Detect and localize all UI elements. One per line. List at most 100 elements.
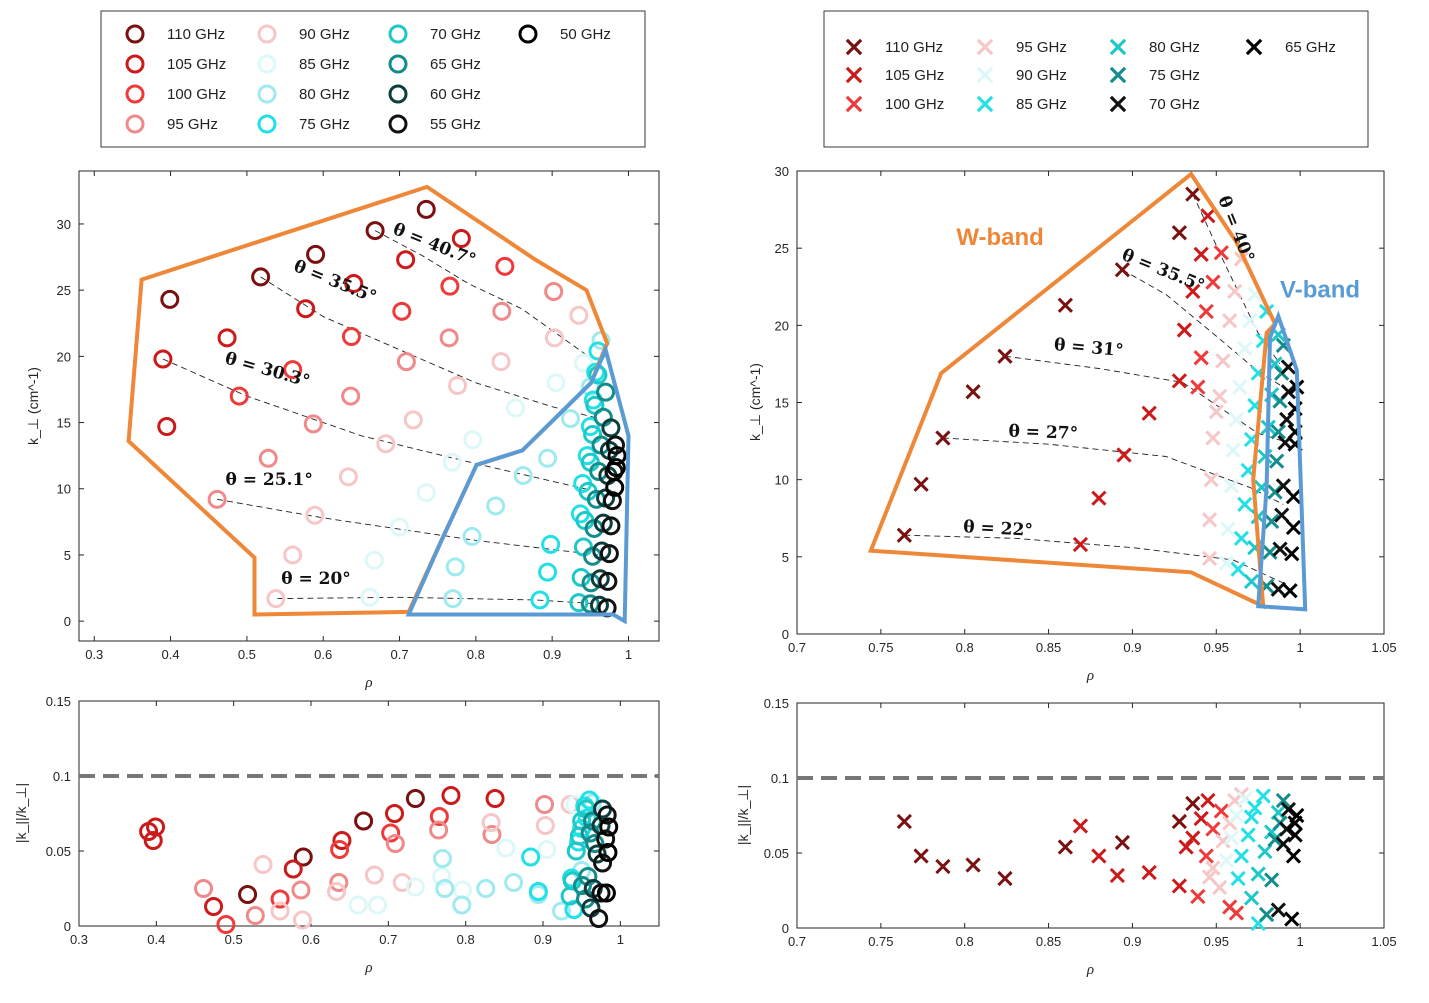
legend-marker-circle: [518, 24, 538, 44]
x-marker-stroke: [845, 95, 863, 113]
x-marker-stroke: [1201, 512, 1218, 528]
x-marker-stroke: [1171, 225, 1188, 241]
x-marker-stroke: [1270, 902, 1286, 918]
x-marker-stroke: [1258, 303, 1275, 320]
data-point-circle: [538, 448, 558, 468]
y-tick-label: 15: [57, 416, 71, 431]
data-point-circle: [381, 823, 401, 843]
x-marker-stroke: [1185, 186, 1201, 202]
y-axis-label: |k_||/k_⊥|: [13, 783, 29, 843]
data-point-circle: [544, 328, 564, 348]
axes-box: [78, 170, 660, 642]
data-point-circle: [194, 879, 214, 898]
data-point-circle: [596, 829, 616, 849]
data-point-circle: [354, 811, 374, 831]
data-point-circle: [528, 882, 548, 901]
x-tick-label: 0.3: [85, 647, 103, 662]
x-marker-stroke: [1279, 411, 1295, 428]
data-point-cross: [1198, 848, 1214, 864]
data-point-circle: [207, 489, 227, 509]
legend-marker-cross: [1109, 66, 1127, 84]
x-tick-label: 1.05: [1371, 640, 1396, 655]
legend-label: 90 GHz: [1016, 67, 1067, 84]
data-point-circle: [482, 825, 502, 844]
legend-label: 110 GHz: [167, 26, 225, 43]
data-point-circle: [416, 199, 436, 219]
legend-marker-cross: [976, 38, 994, 56]
data-point-cross: [1230, 561, 1246, 577]
x-marker-stroke: [845, 38, 863, 56]
data-point-circle: [153, 349, 173, 369]
y-tick-label: 0.05: [764, 846, 789, 861]
y-tick-label: 10: [57, 482, 71, 497]
band-label: V-band: [1280, 277, 1360, 304]
theta-label: θ = 22°: [963, 517, 1034, 541]
data-point-circle: [606, 458, 626, 478]
theta-guide-line: [277, 596, 598, 605]
data-point-cross: [1109, 867, 1125, 884]
legend-label: 105 GHz: [885, 67, 944, 84]
data-point-cross: [1270, 581, 1286, 597]
data-point-circle: [216, 915, 236, 934]
x-tick-label: 0.85: [1036, 640, 1061, 655]
x-marker-stroke: [1228, 905, 1245, 921]
data-point-circle: [348, 895, 368, 915]
legend-marker-cross: [976, 95, 994, 113]
data-point-cross: [913, 848, 929, 864]
data-point-circle: [441, 786, 461, 805]
data-point-circle: [283, 545, 303, 565]
data-point-circle: [204, 897, 224, 916]
data-point-circle: [605, 477, 625, 497]
x-tick-label: 0.75: [868, 640, 893, 655]
data-point-cross: [1275, 792, 1291, 809]
x-marker-stroke: [1215, 833, 1231, 849]
x-tick-label: 1: [1297, 640, 1304, 655]
data-point-cross: [1280, 384, 1297, 400]
legend-label: 90 GHz: [299, 26, 350, 43]
x-marker-stroke: [1114, 834, 1130, 851]
data-point-circle: [344, 274, 364, 294]
data-point-circle: [569, 593, 589, 613]
x-marker-stroke: [1243, 890, 1260, 906]
data-point-circle: [270, 889, 290, 909]
x-marker-stroke: [1237, 340, 1253, 357]
x-marker-stroke: [1245, 38, 1263, 56]
data-point-cross: [1240, 827, 1256, 843]
legend-marker-circle: [388, 84, 408, 104]
legend-label: 75 GHz: [1149, 67, 1200, 84]
axes-box: [796, 702, 1385, 929]
x-marker-stroke: [1201, 869, 1218, 885]
x-marker-stroke: [1237, 496, 1253, 512]
data-point-circle: [491, 352, 511, 372]
legend-marker-circle: [257, 24, 277, 44]
data-point-circle: [270, 901, 290, 921]
data-point-cross: [1171, 878, 1188, 894]
x-marker-stroke: [1200, 208, 1216, 224]
x-marker-stroke: [1109, 38, 1127, 56]
data-point-cross: [1223, 478, 1240, 494]
x-marker-stroke: [1233, 530, 1250, 546]
x-marker-stroke: [1228, 411, 1245, 428]
legend-label: 50 GHz: [560, 26, 611, 43]
data-point-cross: [1116, 447, 1132, 463]
data-point-circle: [452, 895, 472, 915]
legend-label: 80 GHz: [299, 86, 350, 103]
data-point-cross: [965, 857, 981, 873]
data-point-circle: [390, 517, 410, 537]
data-point-cross: [1270, 902, 1286, 918]
legend-marker-circle: [125, 84, 145, 104]
x-marker-stroke: [1205, 821, 1221, 837]
x-marker-stroke: [1270, 581, 1286, 597]
legend-label: 100 GHz: [885, 96, 944, 113]
x-marker-stroke: [965, 857, 981, 873]
x-marker-stroke: [1243, 431, 1260, 448]
x-marker-stroke: [1275, 792, 1291, 809]
x-marker-stroke: [1057, 297, 1073, 313]
x-marker-stroke: [1243, 809, 1260, 825]
data-point-cross: [1237, 496, 1253, 512]
x-marker-stroke: [1233, 251, 1250, 267]
data-point-circle: [485, 789, 505, 808]
data-point-cross: [1289, 807, 1305, 824]
data-point-circle: [598, 843, 618, 862]
theta-label: θ = 25.1°: [226, 470, 313, 490]
